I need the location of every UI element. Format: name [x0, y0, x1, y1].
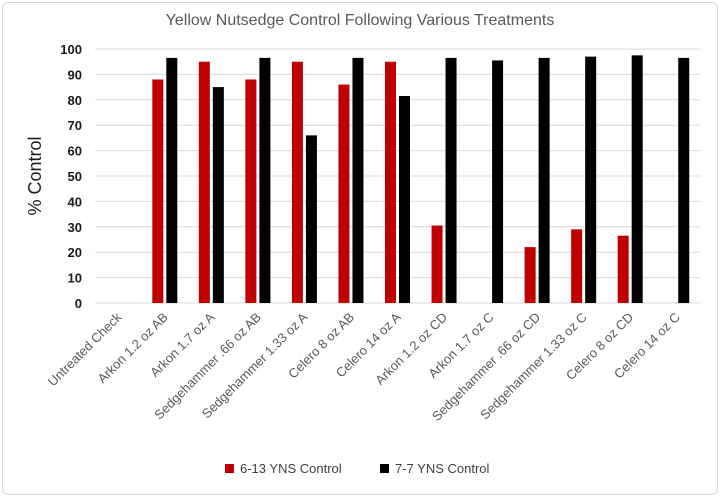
bar	[352, 57, 364, 303]
bar	[338, 84, 350, 303]
y-tick-label: 70	[68, 118, 82, 133]
y-tick-label: 30	[68, 220, 82, 235]
bar	[166, 57, 178, 303]
y-tick-label: 50	[68, 169, 82, 184]
bar	[305, 135, 317, 303]
bar	[631, 55, 643, 303]
y-axis-label: % Control	[25, 136, 45, 215]
legend-swatch	[380, 464, 389, 473]
bar	[212, 87, 224, 303]
y-tick-label: 40	[68, 194, 82, 209]
bar	[524, 247, 536, 303]
bar	[492, 60, 504, 304]
bar	[431, 225, 443, 303]
bar	[245, 79, 257, 303]
bar	[152, 79, 164, 303]
gridlines	[95, 48, 700, 304]
y-tick-label: 60	[68, 144, 82, 159]
legend-label: 6-13 YNS Control	[240, 461, 342, 476]
bar	[198, 61, 210, 304]
bar	[291, 61, 303, 304]
y-axis-ticks: 0 10 20 30 40 50 60 70 80 90 100	[60, 42, 82, 311]
bar	[585, 56, 597, 304]
bar	[678, 57, 690, 303]
bar	[385, 61, 396, 304]
y-tick-label: 90	[68, 67, 82, 82]
y-tick-label: 80	[68, 93, 82, 108]
bar	[445, 57, 457, 303]
bar	[259, 57, 271, 303]
bar	[399, 95, 410, 304]
legend-label: 7-7 YNS Control	[395, 461, 490, 476]
bars	[152, 55, 690, 304]
y-tick-label: 20	[68, 245, 82, 260]
bar	[538, 57, 550, 303]
y-tick-label: 10	[68, 271, 82, 286]
y-tick-label: 100	[60, 42, 82, 57]
legend-swatch	[225, 464, 234, 473]
bar	[571, 229, 583, 303]
chart-title: Yellow Nutsedge Control Following Variou…	[166, 12, 555, 29]
y-tick-label: 0	[75, 296, 82, 311]
legend: 6-13 YNS Control 7-7 YNS Control	[225, 461, 490, 476]
bar	[617, 235, 629, 303]
